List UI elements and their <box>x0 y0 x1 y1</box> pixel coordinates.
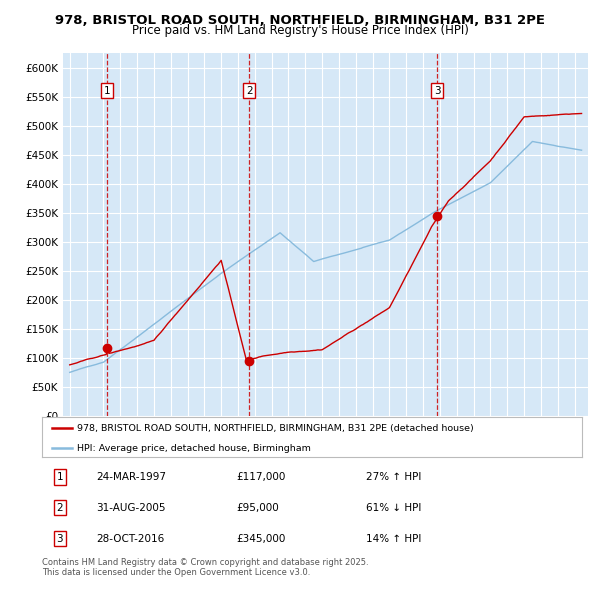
Text: £95,000: £95,000 <box>236 503 279 513</box>
Text: 28-OCT-2016: 28-OCT-2016 <box>96 533 164 543</box>
Text: 1: 1 <box>104 86 110 96</box>
Text: 1: 1 <box>56 472 63 482</box>
Text: HPI: Average price, detached house, Birmingham: HPI: Average price, detached house, Birm… <box>77 444 311 453</box>
Text: 978, BRISTOL ROAD SOUTH, NORTHFIELD, BIRMINGHAM, B31 2PE (detached house): 978, BRISTOL ROAD SOUTH, NORTHFIELD, BIR… <box>77 424 474 433</box>
Text: Price paid vs. HM Land Registry's House Price Index (HPI): Price paid vs. HM Land Registry's House … <box>131 24 469 37</box>
Text: £117,000: £117,000 <box>236 472 286 482</box>
Text: 24-MAR-1997: 24-MAR-1997 <box>96 472 166 482</box>
Text: 3: 3 <box>56 533 63 543</box>
Text: 978, BRISTOL ROAD SOUTH, NORTHFIELD, BIRMINGHAM, B31 2PE: 978, BRISTOL ROAD SOUTH, NORTHFIELD, BIR… <box>55 14 545 27</box>
Text: Contains HM Land Registry data © Crown copyright and database right 2025.
This d: Contains HM Land Registry data © Crown c… <box>42 558 368 577</box>
Text: 31-AUG-2005: 31-AUG-2005 <box>96 503 166 513</box>
Text: 14% ↑ HPI: 14% ↑ HPI <box>366 533 421 543</box>
Text: 61% ↓ HPI: 61% ↓ HPI <box>366 503 421 513</box>
Text: 3: 3 <box>434 86 440 96</box>
Text: 2: 2 <box>246 86 253 96</box>
Text: 27% ↑ HPI: 27% ↑ HPI <box>366 472 421 482</box>
Text: 2: 2 <box>56 503 63 513</box>
Text: £345,000: £345,000 <box>236 533 286 543</box>
